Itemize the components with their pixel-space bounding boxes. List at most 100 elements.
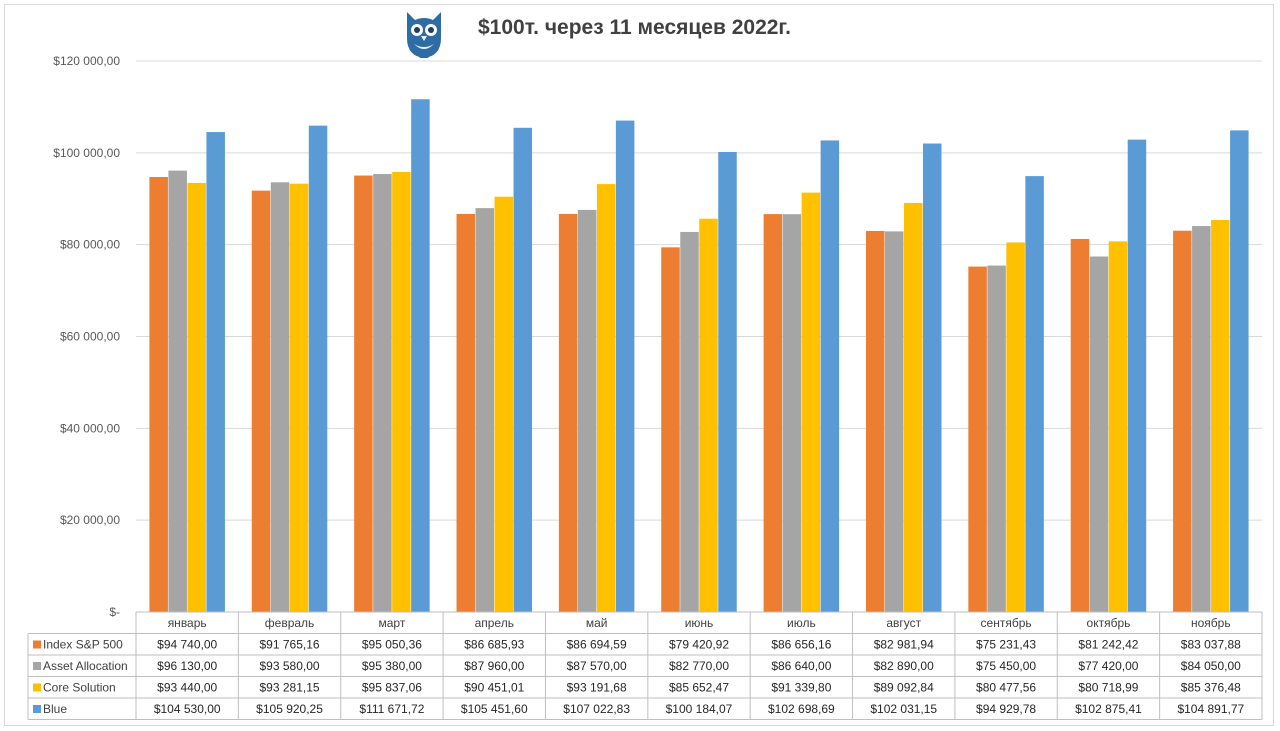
data-label: $89 092,84 [874,681,934,695]
data-label: $83 037,88 [1181,638,1241,652]
x-tick-label: февраль [265,616,315,630]
data-label: $93 191,68 [567,681,627,695]
data-label: $104 530,00 [154,702,221,716]
bar [615,120,635,612]
x-tick-label: май [586,616,608,630]
data-label: $87 960,00 [464,659,524,673]
chart-title: $100т. через 11 месяцев 2022г. [478,16,791,39]
data-label: $104 891,77 [1177,702,1244,716]
bar [1127,139,1147,612]
x-tick-label: сентябрь [981,616,1032,630]
data-label: $86 656,16 [771,638,831,652]
data-label: $82 770,00 [669,659,729,673]
data-label: $75 450,00 [976,659,1036,673]
bar [1173,230,1192,613]
data-label: $91 765,16 [260,638,320,652]
data-label: $93 281,15 [260,681,320,695]
bar [456,213,476,612]
bar [1108,241,1128,613]
bar [308,125,328,612]
data-label: $107 022,83 [563,702,630,716]
data-label: $91 339,80 [771,681,831,695]
data-label: $100 184,07 [666,702,733,716]
bar [577,209,597,612]
x-tick-label: июнь [685,616,714,630]
bar [718,151,737,612]
owl-icon [407,12,441,58]
bar [354,175,373,612]
data-label: $90 451,01 [464,681,524,695]
x-tick-label: август [886,616,921,630]
y-tick-label: $20 000,00 [60,513,120,527]
x-tick-label: апрель [475,616,514,630]
data-label: $95 837,06 [362,681,422,695]
data-label: $86 694,59 [567,638,627,652]
data-label: $86 685,93 [464,638,524,652]
legend-label: Blue [43,702,67,716]
data-label: $80 718,99 [1078,681,1138,695]
x-tick-label: июль [787,616,816,630]
legend-swatch [33,683,41,692]
bar [1230,130,1249,613]
data-label: $85 652,47 [669,681,729,695]
y-tick-label: $120 000,00 [53,54,120,68]
legend-label: Core Solution [43,681,116,695]
bar [661,247,680,612]
bar [475,208,495,612]
bar [1006,242,1025,612]
x-tick-label: октябрь [1087,616,1131,630]
y-tick-label: $40 000,00 [60,421,120,435]
bar [1025,176,1044,613]
y-tick-label: $60 000,00 [60,330,120,344]
data-label: $84 050,00 [1181,659,1241,673]
bar [903,202,923,612]
data-label: $102 031,15 [870,702,937,716]
bar [270,182,290,612]
bar [922,143,942,613]
bar [596,184,616,613]
bar [987,265,1006,612]
data-label: $75 231,43 [976,638,1036,652]
bar [289,183,309,612]
data-label: $96 130,00 [157,659,217,673]
data-label: $105 451,60 [461,702,528,716]
data-label: $82 890,00 [874,659,934,673]
bar [1192,226,1211,612]
legend-swatch [33,640,41,649]
bar [865,230,885,612]
legend-label: Asset Allocation [43,659,128,673]
data-label: $93 440,00 [157,681,217,695]
y-tick-label: $100 000,00 [53,146,120,160]
data-label: $86 640,00 [771,659,831,673]
data-label: $95 380,00 [362,659,422,673]
bar [558,213,578,612]
legend-label: Index S&P 500 [43,638,123,652]
data-label: $77 420,00 [1078,659,1138,673]
bar [168,170,187,612]
data-label: $102 875,41 [1075,702,1142,716]
data-label: $80 477,56 [976,681,1036,695]
data-label: $94 740,00 [157,638,217,652]
bar [1211,219,1230,612]
data-label: $85 376,48 [1181,681,1241,695]
data-label: $81 242,42 [1078,638,1138,652]
data-label: $102 698,69 [768,702,835,716]
data-label: $105 920,25 [256,702,323,716]
bar [820,140,840,613]
x-tick-label: март [378,616,405,630]
data-label: $95 050,36 [362,638,422,652]
legend-swatch [33,705,41,713]
data-label: $82 981,94 [874,638,934,652]
y-tick-label: $- [109,605,120,619]
bar [782,214,802,613]
y-tick-label: $80 000,00 [60,238,120,252]
bar [699,218,718,612]
bar [763,214,783,612]
data-label: $93 580,00 [260,659,320,673]
bar [1089,256,1109,612]
data-label: $111 671,72 [359,702,424,716]
bar [373,174,392,613]
legend-swatch [33,662,41,670]
data-label: $94 929,78 [976,702,1036,716]
